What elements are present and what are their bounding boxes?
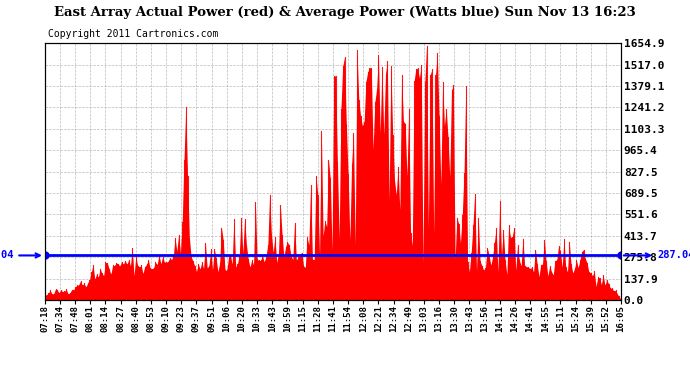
Text: East Array Actual Power (red) & Average Power (Watts blue) Sun Nov 13 16:23: East Array Actual Power (red) & Average …: [54, 6, 636, 19]
Text: 287.04: 287.04: [0, 251, 40, 261]
Text: Copyright 2011 Cartronics.com: Copyright 2011 Cartronics.com: [48, 29, 218, 39]
Text: 287.04: 287.04: [624, 251, 690, 261]
